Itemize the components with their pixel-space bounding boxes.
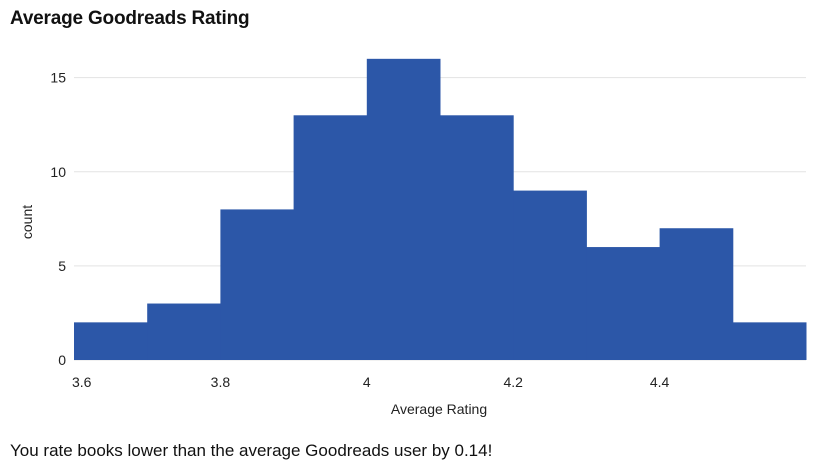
histogram-bar [293,115,368,360]
histogram-bar [147,303,221,360]
rating-comparison-message: You rate books lower than the average Go… [10,441,493,460]
y-tick-label: 0 [58,352,66,368]
y-tick-label: 10 [50,164,66,180]
histogram-chart: 0 5 10 15 3.6 3.8 4 4.2 4.4 Average Rating coun… [19,58,807,417]
histogram-bar [732,322,807,360]
x-tick-label: 4.2 [503,374,523,390]
histogram-bar [513,190,587,360]
y-tick-label: 5 [58,258,66,274]
x-tick-label: 3.8 [211,374,231,390]
x-axis-label: Average Rating [391,401,487,417]
histogram-bars [74,58,807,361]
histogram-bar [440,115,514,360]
histogram-bar [366,58,441,361]
x-tick-label: 4 [363,374,371,390]
x-tick-label: 3.6 [72,374,92,390]
y-tick-label: 15 [50,70,66,86]
y-axis-label: count [19,205,35,239]
x-axis-ticks: 3.6 3.8 4 4.2 4.4 [72,374,670,390]
y-axis-ticks: 0 5 10 15 [50,70,66,368]
histogram-bar [220,209,295,360]
histogram-bar [586,247,661,360]
x-tick-label: 4.4 [650,374,670,390]
histogram-bar [659,228,734,360]
chart-title: Average Goodreads Rating [10,8,250,29]
histogram-bar [74,322,148,360]
